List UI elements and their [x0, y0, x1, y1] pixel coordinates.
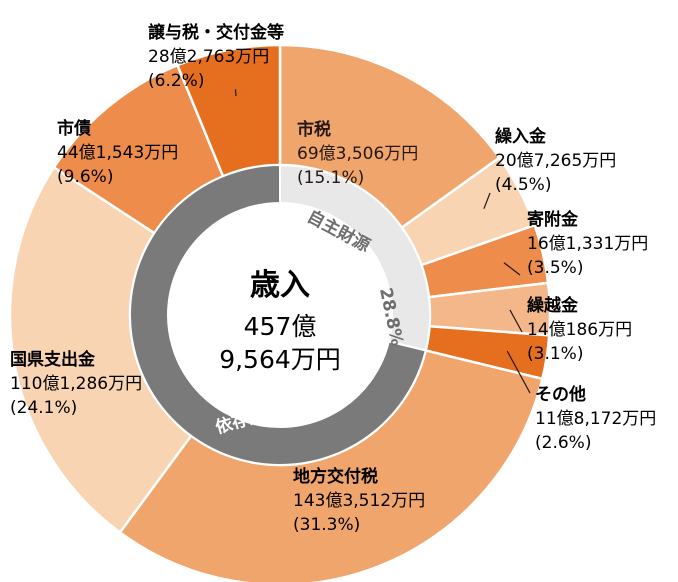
slice-name: その他 — [535, 384, 586, 405]
slice-percent: (4.5%) — [495, 175, 551, 195]
leader-lines — [234, 89, 531, 394]
slice-percent: (15.1%) — [297, 168, 364, 188]
leader-line-3 — [509, 309, 523, 333]
leader-line-1 — [483, 192, 491, 209]
slice-percent: (3.1%) — [527, 344, 583, 364]
label-chihou-koufuzei: 地方交付税 143億3,512万円 (31.3%) — [293, 466, 425, 535]
slice-percent: (9.6%) — [57, 167, 113, 187]
label-kokuken-shishutsukin: 国県支出金 110億1,286万円 (24.1%) — [10, 349, 142, 418]
slice-percent: (3.5%) — [527, 258, 583, 278]
slice-name: 国県支出金 — [10, 349, 96, 370]
label-kifu: 寄附金 16億1,331万円 (3.5%) — [527, 209, 648, 278]
slice-name: 地方交付税 — [293, 466, 378, 487]
leader-line-4 — [506, 350, 531, 394]
slice-amount: 14億186万円 — [527, 320, 632, 340]
slice-percent: (2.6%) — [535, 433, 591, 453]
label-shizei: 市税 69億3,506万円 (15.1%) — [297, 119, 418, 188]
slice-name: 寄附金 — [527, 209, 579, 230]
slice-name: 繰越金 — [527, 295, 579, 316]
slice-amount: 28億2,763万円 — [148, 47, 269, 67]
slice-amount: 20億7,265万円 — [495, 151, 616, 171]
outer-ring — [8, 43, 552, 582]
slice-name: 繰入金 — [495, 126, 547, 147]
slice-amount: 44億1,543万円 — [57, 143, 178, 163]
slice-name: 市税 — [297, 119, 331, 140]
leader-line-2 — [503, 262, 521, 276]
chart-title: 歳入 — [250, 268, 310, 303]
label-sonota: その他 11億8,172万円 (2.6%) — [535, 384, 656, 453]
slice-amount: 110億1,286万円 — [10, 374, 142, 394]
slice-name: 譲与税・交付金等 — [148, 22, 284, 43]
center-hole — [168, 203, 392, 427]
label-jouyozei: 譲与税・交付金等 28億2,763万円 (6.2%) — [148, 22, 284, 91]
slice-amount: 16億1,331万円 — [527, 234, 648, 254]
total-amount-line1: 457億 — [244, 312, 317, 341]
label-kurikoshi: 繰越金 14億186万円 (3.1%) — [527, 295, 632, 364]
slice-percent: (24.1%) — [10, 398, 77, 418]
slice-amount: 11億8,172万円 — [535, 409, 656, 429]
label-kurikomi: 繰入金 20億7,265万円 (4.5%) — [495, 126, 616, 195]
total-amount-line2: 9,564万円 — [219, 345, 341, 374]
label-shisai: 市債 44億1,543万円 (9.6%) — [57, 118, 178, 187]
slice-name: 市債 — [57, 118, 91, 139]
slice-percent: (31.3%) — [293, 515, 360, 535]
slice-amount: 143億3,512万円 — [293, 491, 425, 511]
slice-percent: (6.2%) — [148, 71, 204, 91]
leader-line-8 — [234, 89, 237, 97]
slice-amount: 69億3,506万円 — [297, 144, 418, 164]
